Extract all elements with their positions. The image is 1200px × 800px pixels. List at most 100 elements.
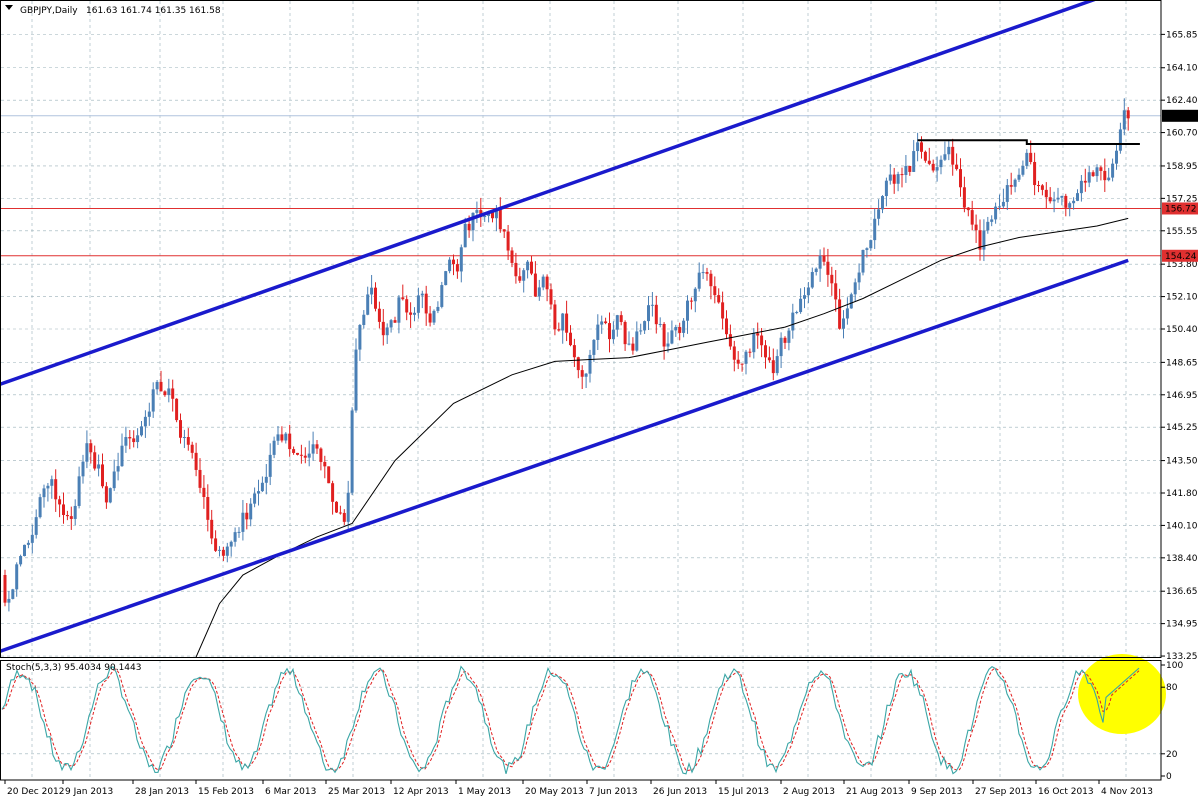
y-tick-label: 141.80	[1166, 489, 1198, 499]
candle-body	[900, 174, 904, 176]
candle-body	[881, 196, 884, 210]
candle-body	[553, 304, 557, 330]
candle-body	[1044, 189, 1048, 198]
y-tick-label: 158.95	[1166, 162, 1198, 172]
candle-body	[962, 187, 966, 208]
y-tick-label: 140.10	[1166, 521, 1198, 531]
candle-body	[214, 538, 218, 551]
candle-body	[814, 268, 818, 273]
candle-body	[1122, 110, 1126, 130]
x-tick-label: 7 Jun 2013	[589, 787, 637, 797]
candle-body	[483, 215, 487, 218]
x-tick-label: 1 May 2013	[458, 787, 511, 797]
candle-body	[280, 434, 284, 441]
candle-body	[163, 391, 167, 396]
candle-body	[803, 295, 806, 299]
candle-body	[884, 180, 888, 197]
candle-body	[857, 272, 861, 283]
candle-body	[873, 218, 877, 241]
candle-body	[284, 433, 288, 441]
x-tick-label: 9 Jan 2013	[65, 787, 113, 797]
candlestick-series	[3, 98, 1130, 612]
candle-body	[370, 287, 374, 295]
candle-body	[1079, 180, 1083, 194]
candle-body	[822, 255, 826, 262]
candle-body	[494, 208, 498, 219]
candle-body	[892, 174, 896, 184]
candle-body	[467, 223, 471, 231]
candle-body	[779, 337, 783, 357]
candle-body	[1033, 161, 1037, 186]
candle-body	[510, 250, 514, 263]
resistance-line[interactable]	[917, 139, 1140, 145]
candle-body	[592, 339, 596, 355]
candle-body	[767, 357, 771, 361]
candle-body	[658, 323, 662, 325]
price-level-label: 154.24	[1165, 252, 1197, 262]
candle-body	[686, 300, 689, 321]
candle-body	[389, 320, 393, 328]
candle-body	[732, 346, 736, 360]
candle-body	[26, 542, 30, 545]
price-level-label: 156.72	[1165, 204, 1197, 214]
candle-body	[186, 437, 190, 445]
channel-upper-trendline[interactable]	[0, 0, 1128, 386]
candle-body	[955, 164, 959, 170]
candle-body	[760, 335, 764, 346]
x-tick-label: 20 May 2013	[525, 787, 584, 797]
candle-body	[459, 247, 463, 272]
candle-body	[159, 381, 163, 392]
candle-body	[233, 532, 237, 542]
candle-body	[342, 512, 346, 522]
chart-menu-arrow-icon[interactable]	[5, 5, 13, 10]
candle-body	[413, 312, 416, 315]
candle-body	[288, 433, 292, 450]
candle-body	[728, 334, 732, 347]
y-tick-label: 133.25	[1166, 652, 1198, 662]
candle-body	[674, 327, 678, 331]
candle-body	[112, 471, 116, 489]
candle-body	[865, 248, 869, 250]
y-tick-label: 138.40	[1166, 554, 1198, 564]
candle-body	[202, 487, 206, 498]
candle-body	[986, 221, 990, 231]
candle-body	[260, 482, 264, 492]
candle-body	[666, 343, 670, 347]
candle-body	[62, 504, 65, 516]
candle-body	[124, 437, 128, 446]
candle-body	[81, 461, 85, 477]
stoch-y-tick-label: 100	[1166, 661, 1183, 671]
y-tick-label: 146.95	[1166, 391, 1198, 401]
candle-body	[444, 271, 448, 286]
channel-lower-trendline[interactable]	[0, 258, 1129, 653]
candle-body	[576, 357, 580, 371]
candle-body	[143, 416, 147, 427]
candle-body	[1052, 199, 1056, 202]
candle-body	[58, 499, 62, 505]
candle-body	[471, 212, 475, 231]
candle-body	[1060, 195, 1064, 198]
candle-body	[416, 295, 420, 313]
candle-body	[713, 286, 717, 296]
candle-body	[30, 534, 34, 543]
candle-body	[920, 142, 923, 152]
candle-body	[420, 293, 424, 296]
candle-body	[951, 146, 955, 165]
candle-body	[584, 373, 588, 377]
candle-body	[904, 165, 908, 176]
candle-body	[397, 297, 401, 323]
x-tick-label: 15 Feb 2013	[198, 787, 254, 797]
candle-body	[85, 443, 89, 462]
chart-ohlc-label: 161.63 161.74 161.35 161.58	[86, 6, 221, 16]
candle-body	[362, 314, 366, 325]
candle-body	[990, 219, 994, 222]
candle-body	[923, 151, 927, 161]
candle-body	[104, 486, 108, 503]
candle-body	[580, 370, 584, 377]
candle-body	[998, 206, 1001, 208]
candle-body	[432, 310, 436, 323]
candle-body	[1076, 193, 1079, 201]
y-tick-label: 160.70	[1166, 129, 1198, 139]
